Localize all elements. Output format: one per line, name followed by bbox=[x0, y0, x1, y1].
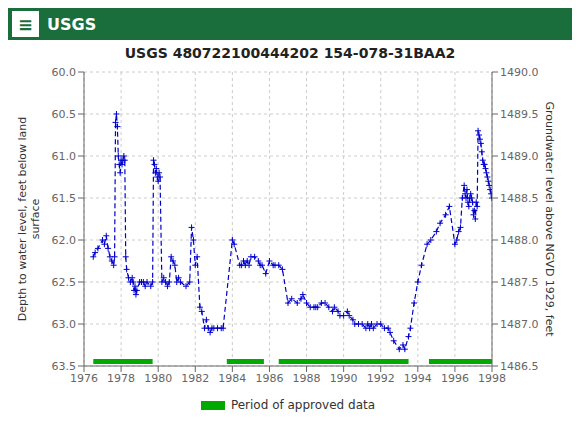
html-text:Period of approved data: Period of approved data bbox=[230, 398, 376, 412]
svg-text:1978: 1978 bbox=[107, 372, 135, 385]
svg-text:1486.5: 1486.5 bbox=[500, 360, 539, 373]
svg-text:1982: 1982 bbox=[181, 372, 209, 385]
svg-text:1990: 1990 bbox=[330, 372, 358, 385]
svg-text:Groundwater level above NGVD 1: Groundwater level above NGVD 1929, feet bbox=[544, 101, 557, 337]
html-text:USGS 480722100444202 154-078-3: USGS 480722100444202 154-078-31BAA2 bbox=[124, 45, 456, 61]
svg-text:1994: 1994 bbox=[404, 372, 432, 385]
svg-text:61.5: 61.5 bbox=[52, 192, 77, 205]
svg-text:1487.0: 1487.0 bbox=[500, 318, 539, 331]
svg-text:1998: 1998 bbox=[478, 372, 506, 385]
svg-text:1996: 1996 bbox=[441, 372, 469, 385]
svg-text:60.0: 60.0 bbox=[52, 66, 77, 79]
svg-text:60.5: 60.5 bbox=[52, 108, 77, 121]
svg-text:1988: 1988 bbox=[293, 372, 321, 385]
svg-text:1489.5: 1489.5 bbox=[500, 108, 539, 121]
svg-text:1488.0: 1488.0 bbox=[500, 234, 539, 247]
svg-text:Depth to water level, feet bel: Depth to water level, feet below landsur… bbox=[15, 117, 41, 322]
svg-text:63.5: 63.5 bbox=[52, 360, 77, 373]
svg-text:1992: 1992 bbox=[367, 372, 395, 385]
svg-text:1488.5: 1488.5 bbox=[500, 192, 539, 205]
svg-text:1986: 1986 bbox=[255, 372, 283, 385]
svg-text:62.0: 62.0 bbox=[52, 234, 77, 247]
svg-text:61.0: 61.0 bbox=[52, 150, 77, 163]
svg-text:1490.0: 1490.0 bbox=[500, 66, 539, 79]
svg-text:1984: 1984 bbox=[218, 372, 246, 385]
svg-text:63.0: 63.0 bbox=[52, 318, 77, 331]
svg-text:1976: 1976 bbox=[70, 372, 98, 385]
html-text:USGS: USGS bbox=[47, 14, 97, 34]
svg-text:1489.0: 1489.0 bbox=[500, 150, 539, 163]
svg-text:62.5: 62.5 bbox=[52, 276, 77, 289]
svg-text:1487.5: 1487.5 bbox=[500, 276, 539, 289]
svg-text:1980: 1980 bbox=[144, 372, 172, 385]
